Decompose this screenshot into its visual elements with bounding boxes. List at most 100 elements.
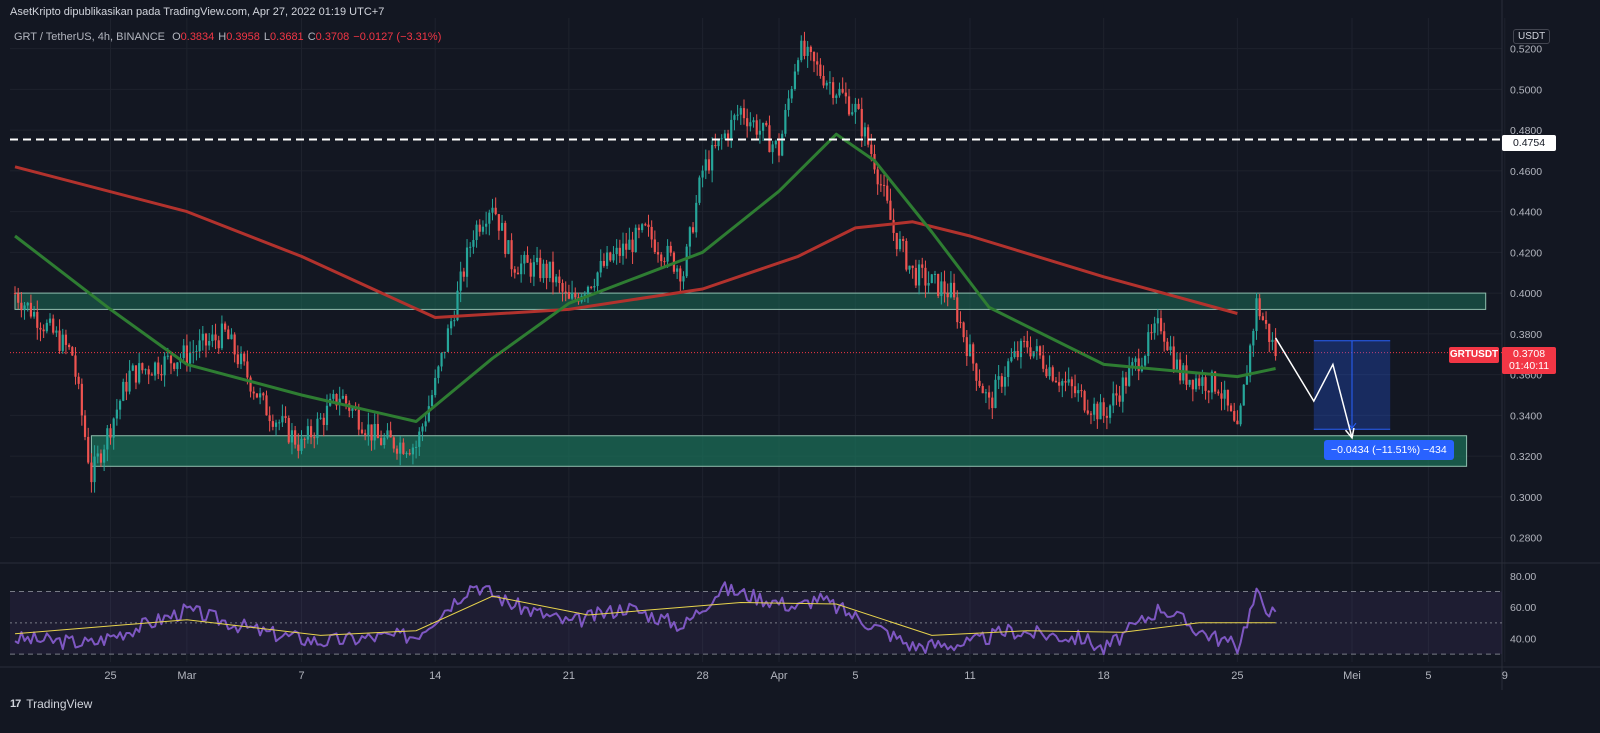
candle-down xyxy=(134,365,138,383)
candle-up xyxy=(437,366,440,378)
candle-up xyxy=(1255,298,1258,331)
measure-label[interactable]: −0.0434 (−11.51%) −434 xyxy=(1324,440,1454,460)
candle-down xyxy=(746,118,749,127)
candle-down xyxy=(52,318,55,333)
candle-down xyxy=(921,264,924,268)
candle-down xyxy=(902,238,905,242)
candle-up xyxy=(1242,384,1245,406)
candle-up xyxy=(548,261,551,278)
candle-up xyxy=(676,268,679,272)
candle-up xyxy=(685,246,688,277)
candle-up xyxy=(96,453,99,457)
candle-up xyxy=(717,139,720,147)
price-tick-label: 0.3000 xyxy=(1510,492,1542,504)
candle-down xyxy=(975,363,978,381)
symbol-title[interactable]: GRT / TetherUS, 4h, BINANCE xyxy=(14,31,166,43)
candle-up xyxy=(682,276,685,282)
candle-down xyxy=(1217,391,1220,394)
candle-up xyxy=(306,426,309,440)
candle-up xyxy=(61,334,64,351)
candle-down xyxy=(765,122,768,126)
time-tick-label: 5 xyxy=(1425,670,1431,682)
candle-up xyxy=(1223,389,1226,399)
candle-up xyxy=(1175,359,1179,370)
candle-down xyxy=(529,262,532,277)
candle-down xyxy=(99,453,103,463)
time-tick-label: 7 xyxy=(298,670,304,682)
candle-down xyxy=(1124,377,1128,386)
last-price-value: 0.3708 xyxy=(1512,348,1546,360)
price-tick-label: 0.4400 xyxy=(1510,207,1542,219)
candle-down xyxy=(1163,331,1166,342)
rsi-ma-line xyxy=(14,595,1276,636)
tradingview-logo-icon: 17 xyxy=(10,698,21,710)
candle-up xyxy=(176,362,179,369)
candle-down xyxy=(539,257,542,279)
candle-down xyxy=(1023,340,1026,342)
candle-down xyxy=(1096,403,1099,420)
candle-up xyxy=(787,98,790,110)
candle-down xyxy=(988,392,991,398)
candle-up xyxy=(752,120,755,123)
candle-up xyxy=(1128,367,1131,386)
price-tick-label: 0.5200 xyxy=(1510,44,1542,56)
candle-down xyxy=(1102,402,1105,416)
candle-up xyxy=(418,431,421,447)
candle-up xyxy=(793,71,797,90)
candle-down xyxy=(360,429,364,434)
candle-down xyxy=(618,247,621,256)
candle-down xyxy=(268,415,271,422)
candle-down xyxy=(637,227,641,231)
ohlc-value: 0.3834 xyxy=(180,31,215,43)
candle-up xyxy=(1035,346,1038,352)
candle-up xyxy=(1032,351,1035,357)
candle-up xyxy=(739,108,742,115)
candle-up xyxy=(440,353,443,367)
candle-down xyxy=(147,369,150,375)
candle-down xyxy=(262,393,265,396)
candle-up xyxy=(1239,405,1242,425)
candle-down xyxy=(714,145,717,147)
candle-down xyxy=(857,103,860,109)
candle-up xyxy=(55,330,58,333)
candle-down xyxy=(650,226,653,240)
candle-down xyxy=(819,64,822,77)
candle-up xyxy=(1147,332,1150,356)
candle-down xyxy=(1268,323,1271,342)
candle-down xyxy=(1226,389,1229,406)
candle-up xyxy=(634,227,637,253)
candle-down xyxy=(1058,382,1061,386)
candle-up xyxy=(520,263,523,275)
candle-down xyxy=(392,437,395,449)
candle-down xyxy=(252,391,255,394)
candle-up xyxy=(641,224,644,231)
candle-down xyxy=(991,397,994,409)
candle-down xyxy=(1070,379,1073,387)
candle-up xyxy=(1019,340,1023,358)
ohlc-key: O xyxy=(172,31,181,43)
candle-up xyxy=(723,133,726,139)
candle-down xyxy=(962,322,965,338)
candle-up xyxy=(1099,402,1102,420)
candle-down xyxy=(71,347,74,356)
candle-down xyxy=(376,423,379,439)
candle-down xyxy=(309,426,313,438)
candle-up xyxy=(208,340,211,346)
candle-up xyxy=(319,417,322,419)
candle-down xyxy=(943,281,946,294)
currency-badge[interactable]: USDT xyxy=(1513,29,1551,44)
candle-up xyxy=(488,212,491,224)
candle-down xyxy=(952,282,956,298)
candle-up xyxy=(698,177,701,203)
ma-short-line xyxy=(14,132,1276,423)
candle-down xyxy=(249,377,252,392)
candle-down xyxy=(1172,346,1175,370)
candle-down xyxy=(965,337,968,356)
candle-down xyxy=(214,334,217,341)
candle-down xyxy=(1258,298,1261,317)
ohlc-key: L xyxy=(263,31,271,43)
candle-down xyxy=(160,373,163,376)
price-tick-label: 0.4600 xyxy=(1510,166,1542,178)
candle-down xyxy=(1274,339,1277,357)
